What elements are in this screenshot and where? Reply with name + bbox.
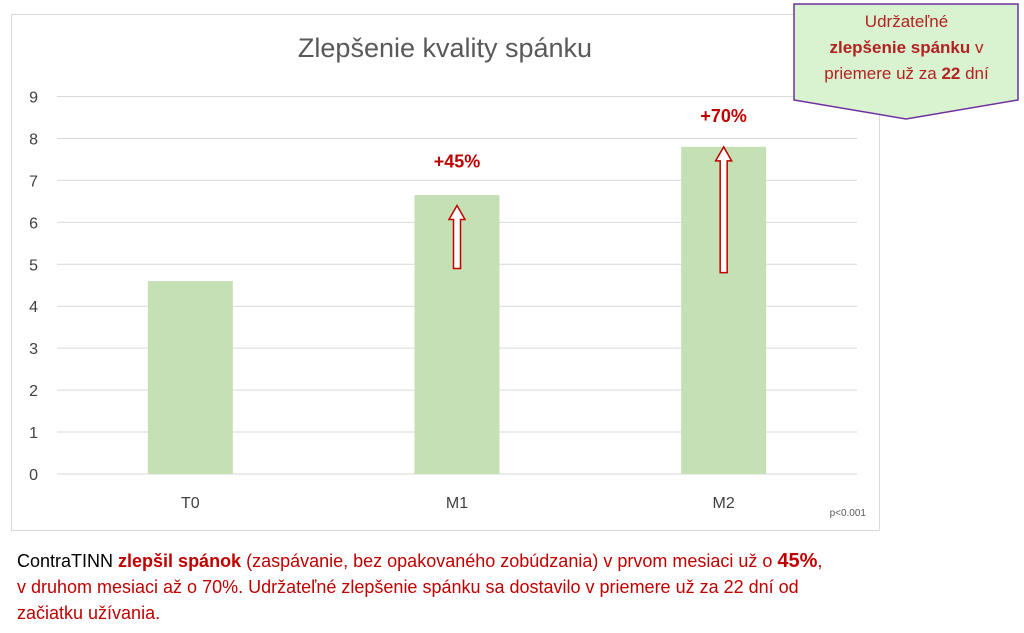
y-tick-label: 0 bbox=[29, 467, 38, 484]
x-tick-label: T0 bbox=[181, 495, 200, 512]
caption-line-3: začiatku užívania. bbox=[17, 603, 161, 623]
y-tick-label: 5 bbox=[29, 257, 38, 274]
caption-part-2: (zaspávanie, bez opakovaného zobúdzania)… bbox=[241, 551, 778, 571]
callout-box: Udržateľné zlepšenie spánku v priemere u… bbox=[793, 3, 1020, 121]
callout-line-2-rest: v bbox=[970, 38, 984, 57]
callout-line-1: Udržateľné bbox=[864, 12, 949, 31]
caption-bold-2: 45% bbox=[777, 550, 818, 572]
callout-days-value: 22 bbox=[941, 64, 961, 83]
percent-label: +45% bbox=[434, 152, 481, 172]
callout-line-2: zlepšenie spánku v bbox=[793, 35, 1020, 61]
x-tick-label: M1 bbox=[446, 495, 468, 512]
caption-brand: ContraTINN bbox=[17, 551, 119, 571]
y-tick-label: 1 bbox=[29, 425, 38, 442]
callout-line-3: priemere už za 22 dní bbox=[793, 61, 1020, 87]
callout-line-3-post: dní bbox=[960, 64, 989, 83]
callout-line-3-pre: priemere už za bbox=[824, 64, 942, 83]
chart-title: Zlepšenie kvality spánku bbox=[298, 33, 592, 63]
bar bbox=[147, 281, 233, 474]
caption-bold-1: zlepšil spánok bbox=[118, 551, 242, 571]
annotations: +45% +70% bbox=[434, 106, 747, 274]
y-tick-label: 2 bbox=[29, 383, 38, 400]
y-tick-label: 9 bbox=[29, 90, 38, 107]
x-tick-label: M2 bbox=[713, 495, 735, 512]
significance-note: p<0.001 bbox=[830, 508, 867, 519]
y-axis-ticks: 0 1 2 3 4 5 6 7 8 9 bbox=[29, 90, 38, 485]
x-axis-ticks: T0 M1 M2 bbox=[181, 495, 735, 512]
y-tick-label: 3 bbox=[29, 341, 38, 358]
callout-text: Udržateľné zlepšenie spánku v priemere u… bbox=[793, 9, 1020, 87]
callout-bold-text: zlepšenie spánku bbox=[829, 38, 971, 57]
percent-label: +70% bbox=[700, 106, 747, 126]
y-tick-label: 4 bbox=[29, 299, 38, 316]
y-tick-label: 8 bbox=[29, 131, 38, 148]
caption-line-2: v druhom mesiaci až o 70%. Udržateľné zl… bbox=[17, 577, 799, 597]
up-arrow bbox=[447, 204, 467, 270]
caption-text: ContraTINN zlepšil spánok (zaspávanie, b… bbox=[17, 548, 1017, 626]
bars bbox=[147, 146, 767, 475]
caption-line-1: ContraTINN zlepšil spánok (zaspávanie, b… bbox=[17, 548, 1017, 574]
caption-part-3: , bbox=[817, 551, 823, 571]
up-arrow bbox=[714, 145, 733, 274]
y-tick-label: 6 bbox=[29, 215, 38, 232]
y-tick-label: 7 bbox=[29, 173, 38, 190]
